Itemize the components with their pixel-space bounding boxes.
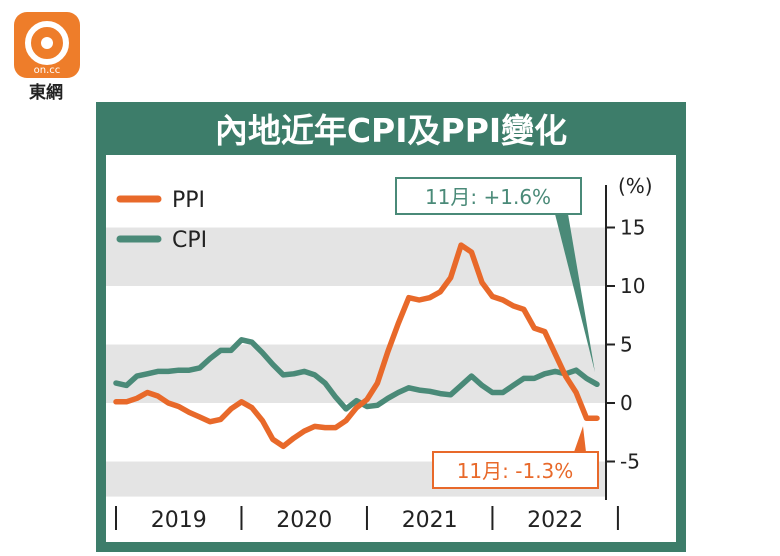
grid-band <box>106 227 606 286</box>
ppi-callout-pointer <box>574 426 586 452</box>
series-line-cpi <box>113 337 600 412</box>
cpi-callout-label: 11月: +1.6% <box>425 185 551 209</box>
oncc-logo: on.cc 東網 <box>12 10 82 103</box>
logo-name-text: 東網 <box>29 82 63 102</box>
legend: PPI CPI <box>116 188 207 253</box>
callouts: 11月: +1.6% 11月: -1.3% <box>395 177 599 489</box>
y-tick-label: 10 <box>620 274 645 298</box>
series-line-ppi <box>113 242 600 450</box>
chart-title: 內地近年CPI及PPI變化 <box>215 111 567 150</box>
logo-site-text: on.cc <box>34 65 61 76</box>
axes: 15 10 5 0 -5 (%) 2019 2020 2021 2022 <box>115 174 653 533</box>
grid-band <box>106 344 606 403</box>
x-year-label: 2019 <box>151 508 207 533</box>
x-year-label: 2022 <box>527 508 583 533</box>
y-tick-label: -5 <box>620 450 640 474</box>
ppi-callout-box <box>432 451 599 489</box>
gridline-bands <box>106 227 606 497</box>
cpi-callout-pointer <box>555 214 595 373</box>
cpi-callout-box <box>395 177 582 215</box>
legend-label-cpi: CPI <box>172 228 207 253</box>
y-tick-label: 15 <box>620 216 645 240</box>
y-unit-label: (%) <box>618 174 653 198</box>
y-tick-label: 0 <box>620 391 633 415</box>
legend-label-ppi: PPI <box>172 188 205 213</box>
series-lines <box>113 242 600 450</box>
ppi-callout-label: 11月: -1.3% <box>457 459 574 483</box>
y-tick-label: 5 <box>620 333 633 357</box>
x-year-label: 2021 <box>402 508 458 533</box>
x-year-label: 2020 <box>276 508 332 533</box>
